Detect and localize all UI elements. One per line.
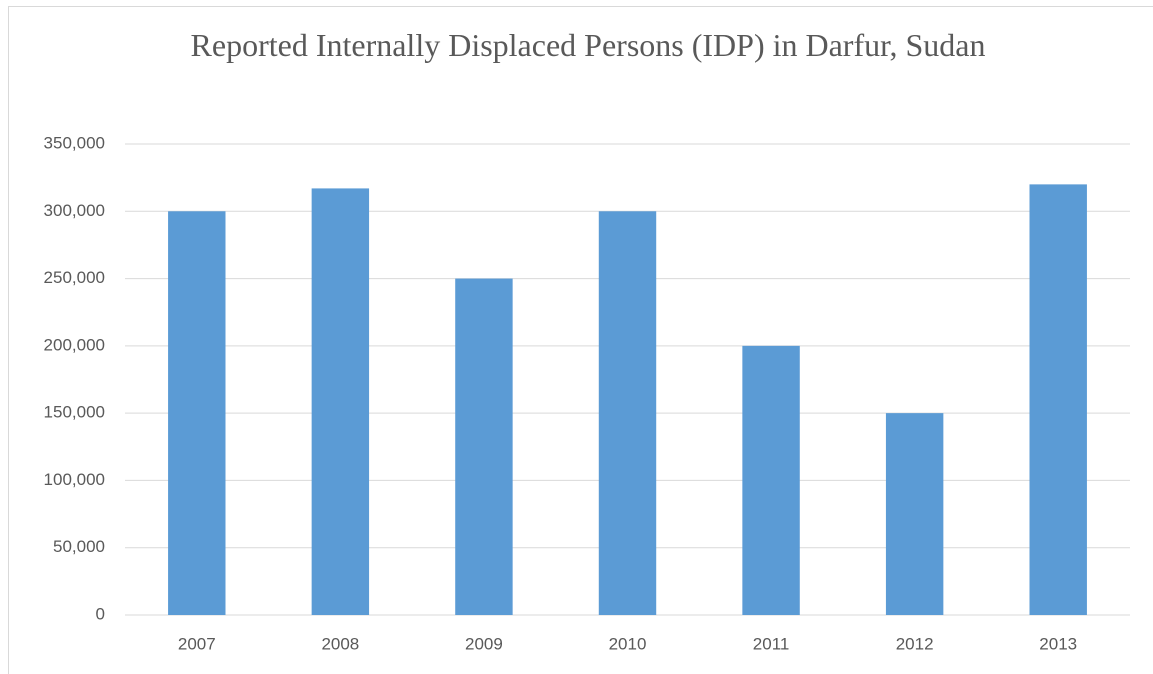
y-tick-label: 100,000	[44, 470, 105, 489]
bar	[455, 278, 513, 615]
y-tick-label: 150,000	[44, 403, 105, 422]
bar	[1029, 184, 1087, 615]
x-tick-label: 2009	[465, 634, 503, 653]
y-tick-label: 200,000	[44, 335, 105, 354]
y-tick-label: 0	[96, 604, 105, 623]
bar	[168, 211, 226, 616]
bar	[742, 345, 800, 615]
x-tick-label: 2010	[609, 634, 647, 653]
x-tick-label: 2013	[1039, 634, 1077, 653]
chart-title: Reported Internally Displaced Persons (I…	[190, 27, 986, 63]
x-tick-label: 2012	[896, 634, 934, 653]
bar	[311, 188, 370, 615]
y-tick-label: 250,000	[44, 268, 105, 287]
chart-border	[8, 6, 1153, 674]
x-tick-label: 2011	[753, 634, 790, 653]
bar	[598, 211, 657, 616]
y-tick-label: 350,000	[44, 133, 105, 152]
x-tick-label: 2008	[321, 634, 359, 653]
y-tick-label: 50,000	[53, 537, 105, 556]
y-tick-label: 300,000	[44, 201, 105, 220]
bar	[885, 413, 944, 615]
x-tick-label: 2007	[178, 634, 216, 653]
